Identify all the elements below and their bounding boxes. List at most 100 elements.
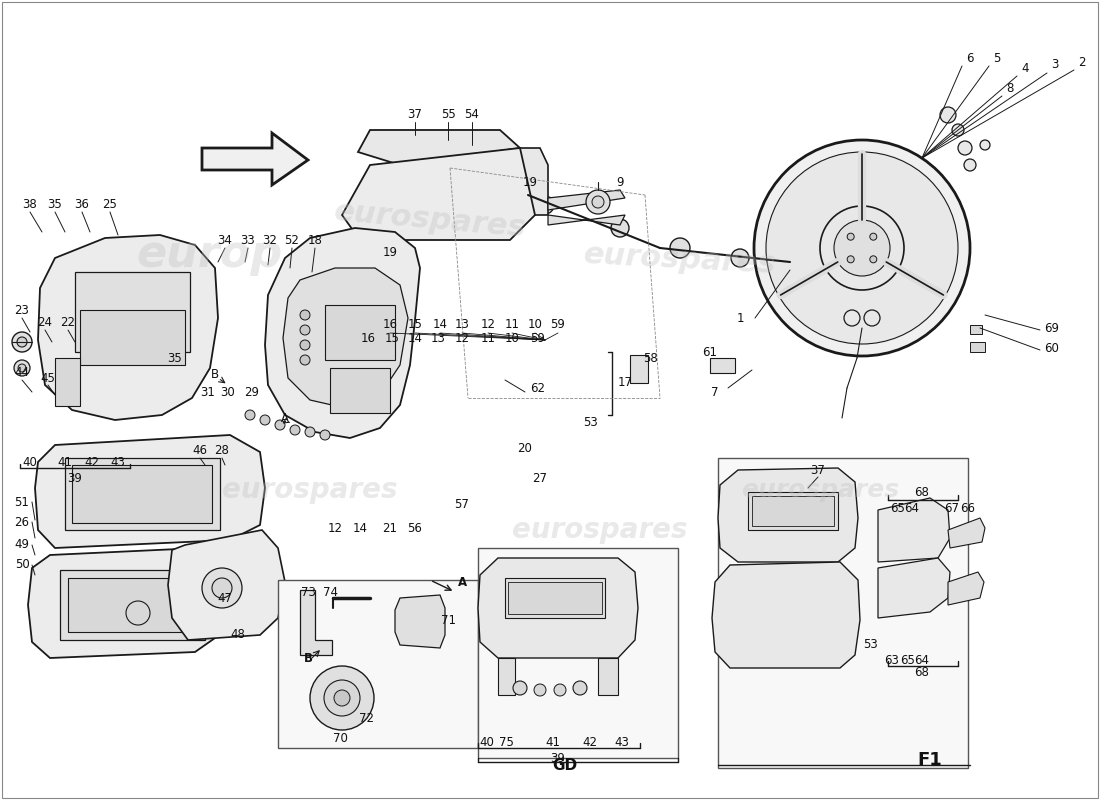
Circle shape	[732, 249, 749, 267]
Circle shape	[573, 681, 587, 695]
Bar	[970, 342, 985, 352]
Text: 24: 24	[37, 315, 53, 329]
Polygon shape	[300, 590, 332, 655]
Text: 45: 45	[41, 371, 55, 385]
Text: 52: 52	[285, 234, 299, 246]
Text: 2: 2	[1078, 55, 1086, 69]
Bar	[752, 496, 834, 526]
Circle shape	[554, 684, 566, 696]
Text: 58: 58	[642, 351, 658, 365]
Circle shape	[202, 568, 242, 608]
Polygon shape	[948, 572, 984, 605]
Text: 55: 55	[441, 109, 455, 122]
Circle shape	[864, 310, 880, 326]
Circle shape	[766, 152, 958, 344]
Bar	[508, 582, 602, 614]
Text: 74: 74	[322, 586, 338, 599]
Text: 59: 59	[530, 331, 546, 345]
Text: 54: 54	[464, 109, 480, 122]
Text: 40: 40	[23, 455, 37, 469]
Text: eurospares: eurospares	[332, 197, 527, 243]
Circle shape	[320, 430, 330, 440]
Text: eurospares: eurospares	[222, 476, 398, 504]
Text: 63: 63	[884, 654, 900, 666]
Circle shape	[834, 220, 890, 276]
Polygon shape	[168, 530, 285, 640]
Polygon shape	[948, 518, 984, 548]
Polygon shape	[447, 148, 548, 215]
Text: 68: 68	[914, 486, 929, 498]
Circle shape	[245, 410, 255, 420]
Text: 20: 20	[518, 442, 532, 454]
Text: 23: 23	[14, 303, 30, 317]
Text: 73: 73	[300, 586, 316, 599]
Circle shape	[670, 238, 690, 258]
Bar	[330, 368, 390, 413]
Bar	[324, 305, 395, 360]
Text: 50: 50	[14, 558, 30, 571]
Bar	[630, 355, 648, 383]
Text: 70: 70	[332, 731, 348, 745]
Text: 35: 35	[47, 198, 63, 211]
Text: GD: GD	[552, 758, 578, 773]
Text: 38: 38	[23, 198, 37, 211]
Bar	[55, 358, 80, 406]
Text: 12: 12	[454, 331, 470, 345]
Text: 36: 36	[75, 198, 89, 211]
Text: 44: 44	[14, 366, 30, 378]
Polygon shape	[498, 658, 515, 695]
Text: 29: 29	[244, 386, 260, 398]
Circle shape	[300, 325, 310, 335]
Polygon shape	[368, 200, 447, 220]
Text: 43: 43	[615, 735, 629, 749]
Text: 1: 1	[736, 311, 744, 325]
Circle shape	[870, 233, 877, 240]
Text: 42: 42	[583, 735, 597, 749]
Text: 15: 15	[385, 331, 399, 345]
Text: 32: 32	[263, 234, 277, 246]
Text: B: B	[211, 369, 219, 382]
Text: 14: 14	[352, 522, 367, 534]
Polygon shape	[878, 498, 950, 562]
Text: 39: 39	[67, 471, 82, 485]
Circle shape	[513, 681, 527, 695]
Polygon shape	[712, 562, 860, 668]
Text: 40: 40	[480, 735, 494, 749]
Circle shape	[305, 427, 315, 437]
Text: 11: 11	[505, 318, 519, 331]
Text: 9: 9	[616, 175, 624, 189]
Text: 48: 48	[231, 629, 245, 642]
Circle shape	[844, 310, 860, 326]
Circle shape	[310, 666, 374, 730]
Polygon shape	[265, 228, 420, 438]
Circle shape	[536, 196, 554, 214]
Text: 25: 25	[102, 198, 118, 211]
Text: B: B	[304, 651, 312, 665]
Text: 43: 43	[111, 455, 125, 469]
Bar	[278, 580, 478, 748]
Circle shape	[300, 340, 310, 350]
Text: 41: 41	[57, 455, 73, 469]
Text: 53: 53	[583, 415, 597, 429]
Text: 62: 62	[530, 382, 546, 394]
Polygon shape	[395, 595, 446, 648]
Text: 75: 75	[498, 735, 514, 749]
Circle shape	[300, 355, 310, 365]
Circle shape	[592, 196, 604, 208]
Bar	[478, 548, 678, 758]
Polygon shape	[39, 235, 218, 420]
Text: 46: 46	[192, 443, 208, 457]
Bar	[970, 325, 982, 334]
Circle shape	[14, 360, 30, 376]
Text: 64: 64	[904, 502, 920, 514]
Polygon shape	[283, 268, 408, 408]
Text: 57: 57	[454, 498, 470, 511]
Circle shape	[275, 420, 285, 430]
Text: 26: 26	[14, 515, 30, 529]
Text: 17: 17	[617, 377, 632, 390]
Text: 60: 60	[1045, 342, 1059, 354]
Polygon shape	[548, 190, 625, 210]
Circle shape	[847, 233, 855, 240]
Circle shape	[290, 425, 300, 435]
Text: 66: 66	[960, 502, 976, 514]
